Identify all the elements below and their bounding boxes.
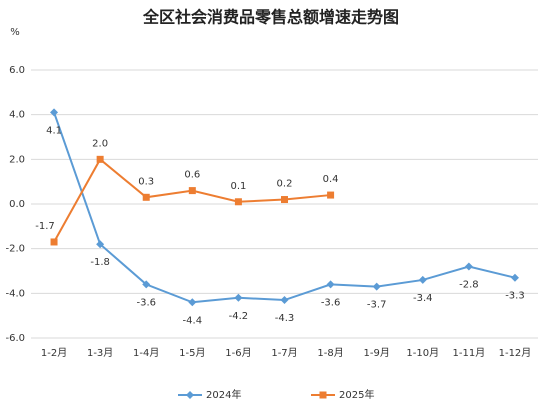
y-tick-label: -6.0 bbox=[5, 333, 25, 344]
x-tick-label: 1-2月 bbox=[41, 347, 67, 359]
data-point bbox=[281, 196, 288, 204]
data-label: 2.0 bbox=[92, 138, 108, 149]
x-tick-label: 1-9月 bbox=[364, 347, 390, 359]
data-label: -1.8 bbox=[90, 257, 110, 268]
data-point bbox=[372, 282, 381, 291]
x-tick-label: 1-5月 bbox=[179, 347, 205, 359]
data-label: -3.7 bbox=[367, 300, 387, 311]
data-point bbox=[234, 198, 242, 206]
data-label: -3.4 bbox=[413, 293, 433, 304]
x-tick-label: 1-12月 bbox=[499, 347, 532, 359]
data-point bbox=[188, 187, 196, 195]
data-point bbox=[142, 280, 151, 289]
data-label: -2.8 bbox=[459, 280, 479, 291]
data-point bbox=[418, 275, 427, 284]
x-tick-label: 1-11月 bbox=[453, 347, 486, 359]
data-label: 0.1 bbox=[230, 181, 246, 192]
x-tick-label: 1-10月 bbox=[406, 347, 439, 359]
data-point bbox=[188, 298, 197, 307]
data-point bbox=[464, 262, 473, 271]
data-label: 0.4 bbox=[323, 174, 339, 185]
data-label: -1.7 bbox=[35, 221, 55, 232]
data-point bbox=[327, 191, 335, 199]
y-tick-label: 4.0 bbox=[9, 110, 25, 121]
data-point bbox=[326, 280, 335, 289]
data-point bbox=[50, 238, 58, 246]
data-label: 0.3 bbox=[138, 176, 154, 187]
data-point bbox=[510, 273, 519, 282]
data-label: -4.3 bbox=[275, 313, 295, 324]
data-point bbox=[234, 293, 243, 302]
data-label: -4.4 bbox=[183, 315, 203, 326]
legend-marker bbox=[319, 391, 327, 399]
data-label: -4.2 bbox=[229, 311, 249, 322]
data-label: 0.6 bbox=[184, 170, 200, 181]
x-tick-label: 1-7月 bbox=[271, 347, 297, 359]
data-point bbox=[280, 296, 289, 305]
data-label: 4.1 bbox=[46, 125, 62, 136]
legend-marker bbox=[186, 391, 194, 399]
y-tick-label: 2.0 bbox=[9, 154, 25, 165]
data-label: -3.6 bbox=[136, 297, 156, 308]
y-tick-label: 6.0 bbox=[9, 65, 25, 76]
data-label: -3.3 bbox=[505, 291, 525, 302]
x-tick-label: 1-8月 bbox=[317, 347, 343, 359]
legend-label: 2025年 bbox=[339, 388, 374, 401]
y-tick-label: 0.0 bbox=[9, 199, 25, 210]
data-point bbox=[142, 193, 150, 201]
x-tick-label: 1-3月 bbox=[87, 347, 113, 359]
x-tick-label: 1-4月 bbox=[133, 347, 159, 359]
y-axis-label: % bbox=[10, 27, 20, 38]
y-tick-label: -4.0 bbox=[5, 288, 25, 299]
data-point bbox=[96, 155, 104, 163]
legend-label: 2024年 bbox=[206, 388, 241, 401]
data-label: 0.2 bbox=[277, 179, 293, 190]
chart-title: 全区社会消费品零售总额增速走势图 bbox=[142, 8, 399, 27]
data-label: -3.6 bbox=[321, 297, 341, 308]
y-tick-label: -2.0 bbox=[5, 244, 25, 255]
x-tick-label: 1-6月 bbox=[225, 347, 251, 359]
data-point bbox=[50, 108, 59, 117]
data-point bbox=[96, 240, 105, 249]
